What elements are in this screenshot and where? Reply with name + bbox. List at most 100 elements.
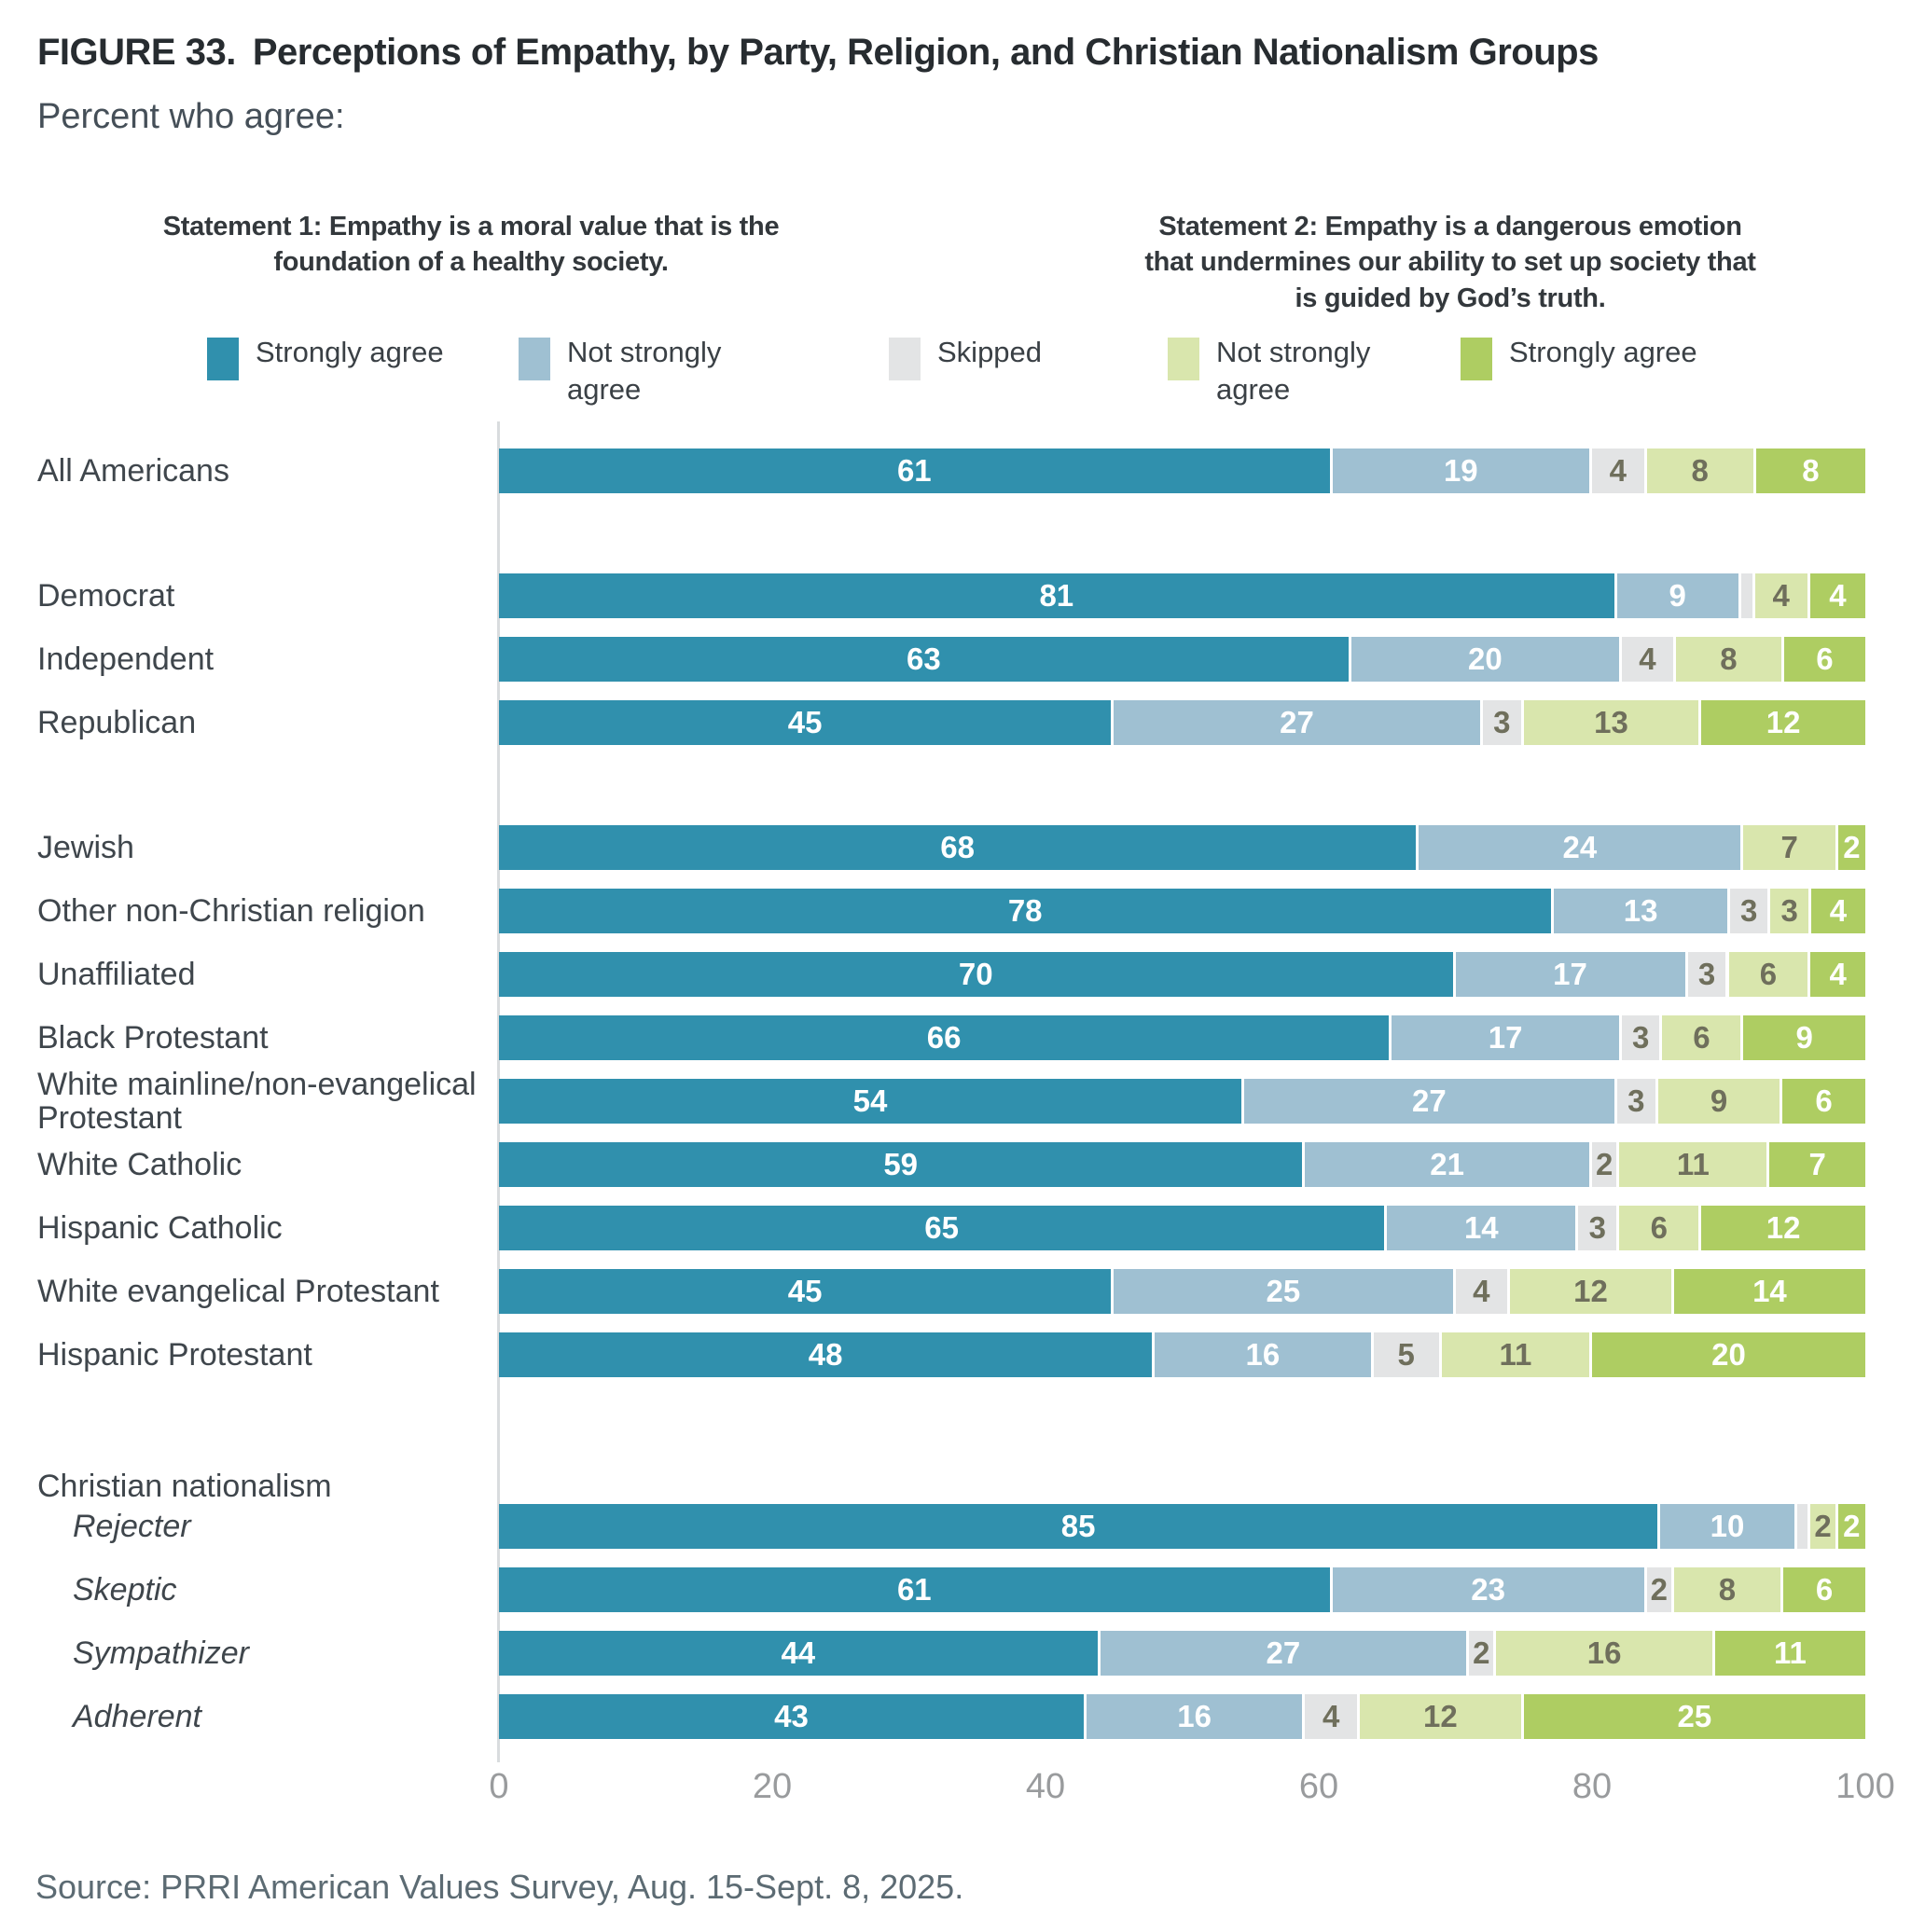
bar-segment: 27 [1244, 1079, 1614, 1124]
bar-segment [1740, 573, 1752, 618]
segment-value: 63 [907, 642, 941, 676]
bar-segment: 16 [1155, 1332, 1371, 1377]
segment-value: 8 [1802, 453, 1820, 488]
segment-value: 25 [1677, 1699, 1712, 1733]
x-axis-tick: 0 [489, 1767, 509, 1806]
bar-row: 44 27 2 16 11 [499, 1631, 1865, 1676]
bar-segment: 14 [1387, 1206, 1576, 1250]
segment-value: 68 [940, 830, 976, 864]
segment-value: 20 [1467, 642, 1503, 676]
row-label: White Catholic [37, 1146, 242, 1182]
bar-segment: 59 [499, 1142, 1303, 1187]
bar-segment: 13 [1554, 889, 1727, 933]
segment-value: 6 [1816, 642, 1834, 676]
statement-2-header: Statement 2: Empathy is a dangerous emot… [1144, 212, 1756, 313]
legend-swatch-not-strongly-agree-s1 [519, 338, 550, 380]
segment-value: 7 [1780, 830, 1798, 864]
bar-segment: 4 [1809, 573, 1865, 618]
legend-label: Not strongly agree [1216, 336, 1371, 407]
row-label: White evangelical Protestant [37, 1273, 439, 1309]
segment-value: 13 [1623, 893, 1658, 928]
bar-row: 78 13 3 3 4 [499, 889, 1865, 933]
bar-segment: 7 [1743, 825, 1835, 870]
bar-segment: 17 [1392, 1015, 1619, 1060]
bar-segment: 9 [1616, 573, 1738, 618]
legend-swatch-strongly-agree-s2 [1461, 338, 1492, 380]
segment-value: 6 [1815, 1572, 1834, 1607]
segment-value: 20 [1711, 1337, 1746, 1372]
bar-segment: 12 [1510, 1269, 1671, 1314]
segment-value: 21 [1430, 1147, 1465, 1181]
figure-title: FIGURE 33. Perceptions of Empathy, by Par… [37, 32, 1599, 74]
bar-segment: 12 [1359, 1694, 1521, 1739]
bar-segment: 68 [499, 825, 1417, 870]
x-axis-tick: 60 [1298, 1767, 1339, 1806]
bar-segment: 6 [1782, 1079, 1865, 1124]
segment-value: 65 [924, 1210, 959, 1245]
segment-value: 66 [926, 1020, 962, 1055]
bar-row: 81 9 4 4 [499, 573, 1865, 618]
segment-value: 12 [1422, 1699, 1458, 1733]
segment-value: 19 [1443, 453, 1478, 488]
segment-value: 61 [896, 1572, 932, 1607]
bar-segment: 81 [499, 573, 1614, 618]
segment-value: 2 [1814, 1509, 1832, 1543]
bar-segment: 6 [1783, 1567, 1865, 1612]
segment-value: 9 [1710, 1083, 1728, 1118]
segment-value: 11 [1676, 1147, 1710, 1181]
bar-segment: 85 [499, 1504, 1658, 1549]
segment-value: 45 [787, 705, 823, 739]
segment-value: 25 [1266, 1274, 1301, 1308]
row-label: Democrat [37, 577, 175, 614]
x-axis-tick: 80 [1572, 1767, 1613, 1806]
bar-segment: 24 [1419, 825, 1741, 870]
bar-segment: 3 [1687, 952, 1726, 997]
segment-value: 17 [1488, 1020, 1523, 1055]
segment-value: 11 [1499, 1337, 1532, 1372]
segment-value: 9 [1795, 1020, 1813, 1055]
bar-segment: 4 [1621, 637, 1673, 682]
bar-row: 66 17 3 6 9 [499, 1015, 1865, 1060]
segment-value: 27 [1411, 1083, 1447, 1118]
bar-segment: 3 [1770, 889, 1808, 933]
segment-value: 2 [1650, 1572, 1668, 1607]
bar-segment: 11 [1619, 1142, 1767, 1187]
segment-value: 4 [1473, 1274, 1490, 1308]
segment-value: 16 [1245, 1337, 1281, 1372]
segment-value: 12 [1766, 705, 1801, 739]
segment-value: 85 [1060, 1509, 1096, 1543]
bar-segment: 3 [1621, 1015, 1660, 1060]
segment-value: 14 [1752, 1274, 1787, 1308]
bar-segment: 3 [1729, 889, 1768, 933]
segment-value: 23 [1471, 1572, 1505, 1607]
bar-segment: 61 [499, 448, 1330, 493]
bar-segment: 16 [1496, 1631, 1712, 1676]
segment-value: 9 [1669, 578, 1686, 613]
bar-segment: 2 [1837, 825, 1865, 870]
segment-value: 6 [1650, 1210, 1668, 1245]
segment-value: 6 [1759, 957, 1778, 991]
figure-subtitle: Percent who agree: [37, 97, 345, 136]
x-axis-tick: 40 [1025, 1767, 1066, 1806]
bar-segment: 14 [1673, 1269, 1865, 1314]
row-label: Rejecter [73, 1508, 191, 1544]
bar-segment: 9 [1743, 1015, 1865, 1060]
bar-segment: 4 [1455, 1269, 1508, 1314]
bar-segment: 3 [1482, 700, 1521, 745]
bar-segment: 78 [499, 889, 1552, 933]
bar-segment: 70 [499, 952, 1453, 997]
segment-value: 14 [1463, 1210, 1499, 1245]
segment-value: 81 [1039, 578, 1074, 613]
segment-value: 12 [1766, 1210, 1801, 1245]
row-label: Hispanic Catholic [37, 1209, 283, 1246]
bar-segment: 43 [499, 1694, 1084, 1739]
segment-value: 59 [883, 1147, 919, 1181]
bar-segment: 6 [1728, 952, 1808, 997]
source-note: Source: PRRI American Values Survey, Aug… [35, 1868, 964, 1906]
bar-segment: 4 [1810, 952, 1865, 997]
bar-segment: 8 [1646, 448, 1753, 493]
segment-value: 70 [958, 957, 993, 991]
bar-row: 70 17 3 6 4 [499, 952, 1865, 997]
segment-value: 4 [1772, 578, 1790, 613]
